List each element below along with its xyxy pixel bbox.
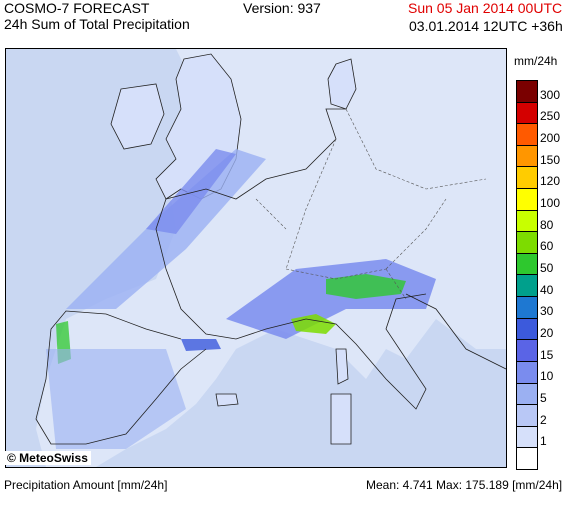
- legend-label: 100: [540, 196, 561, 211]
- legend-label: 60: [540, 239, 554, 254]
- amount-label: Precipitation Amount [mm/24h]: [4, 478, 168, 492]
- legend-label: 1: [540, 434, 547, 449]
- legend-swatch: [517, 232, 537, 254]
- balearic-islands: [215, 393, 239, 407]
- precip-band-uk: [146, 149, 236, 234]
- legend-label: 15: [540, 347, 554, 362]
- run-info: 03.01.2014 12UTC +36h: [409, 18, 563, 34]
- legend-swatch: [517, 297, 537, 319]
- legend-swatch: [517, 405, 537, 427]
- legend-label: 40: [540, 282, 554, 297]
- precip-band-iberia: [46, 349, 186, 449]
- legend-swatch: [517, 102, 537, 125]
- precip-core-alps: [326, 274, 406, 299]
- legend-color-bar: [516, 80, 538, 470]
- coastline-adriatic: [405, 293, 506, 370]
- legend-swatch: [517, 383, 537, 406]
- legend-swatch: [517, 81, 537, 103]
- legend-label: 150: [540, 152, 561, 167]
- legend: mm/24h 300 250 200 150 120 100 80 60 50 40 30 20 15 1…: [510, 54, 565, 470]
- legend-swatch: [517, 426, 537, 449]
- coastline-italy: [305, 293, 427, 410]
- legend-swatch: [517, 340, 537, 362]
- coastline-iberia: [35, 310, 207, 445]
- legend-label: [540, 448, 560, 470]
- legend-label: 300: [540, 87, 561, 102]
- precip-core-ligurian: [291, 314, 336, 334]
- legend-swatch: [517, 253, 537, 276]
- country-borders: [255, 108, 487, 300]
- corsica-island: [335, 348, 349, 385]
- valid-date: Sun 05 Jan 2014 00UTC: [408, 0, 563, 16]
- legend-swatch: [517, 318, 537, 341]
- model-title: COSMO-7 FORECAST: [4, 0, 150, 16]
- legend-swatch: [517, 210, 537, 233]
- version-label: Version: 937: [243, 0, 321, 16]
- stats-label: Mean: 4.741 Max: 175.189 [mm/24h]: [366, 478, 563, 492]
- legend-label: 250: [540, 109, 561, 124]
- legend-swatch: [517, 124, 537, 146]
- legend-label: 200: [540, 131, 561, 146]
- map-canvas: [35, 49, 506, 467]
- legend-label: 120: [540, 174, 561, 189]
- legend-swatch: [517, 167, 537, 190]
- legend-swatch: [517, 189, 537, 211]
- legend-unit: mm/24h: [514, 54, 558, 68]
- legend-swatch: [517, 448, 537, 469]
- legend-label: 80: [540, 217, 554, 232]
- legend-label: 20: [540, 326, 554, 341]
- product-title: 24h Sum of Total Precipitation: [4, 16, 190, 32]
- legend-label: 30: [540, 304, 554, 319]
- copyright-label: © MeteoSwiss: [4, 451, 91, 465]
- legend-labels: 300 250 200 150 120 100 80 60 50 40 30 20 15 10 5 2 1: [540, 80, 560, 470]
- coastline-france: [155, 108, 346, 340]
- ireland-landmass: [110, 83, 165, 150]
- legend-swatch: [517, 361, 537, 384]
- precip-core-pyrenees: [181, 339, 221, 351]
- legend-swatch: [517, 145, 537, 168]
- legend-label: 50: [540, 261, 554, 276]
- sardinia-island: [330, 393, 352, 445]
- precipitation-map[interactable]: [5, 48, 507, 468]
- legend-swatch: [517, 275, 537, 298]
- legend-label: 10: [540, 369, 554, 384]
- legend-label: 5: [540, 391, 547, 406]
- legend-label: 2: [540, 412, 547, 427]
